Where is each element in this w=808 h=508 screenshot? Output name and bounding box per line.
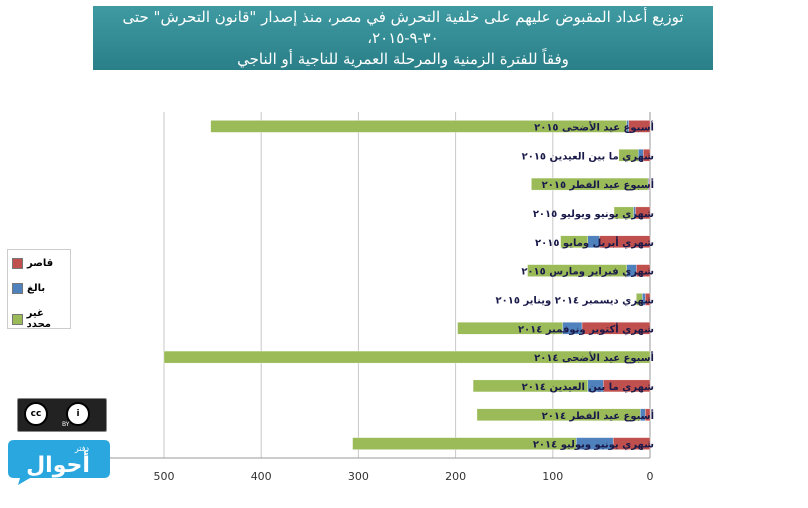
x-tick-label: 300: [348, 470, 369, 483]
chart-title-line1: توزيع أعداد المقبوض عليهم على خلفية التح…: [122, 7, 684, 47]
category-label: شهري فبراير ومارس ٢٠١٥: [521, 267, 654, 278]
category-label: أسبوع عيد الفطر ٢٠١٥: [542, 178, 654, 191]
category-label-bg: [652, 407, 804, 422]
bar-segment: [210, 120, 627, 133]
bar-segment: [457, 322, 563, 335]
x-tick-label: 400: [251, 470, 272, 483]
category-label: شهري يونيو ويوليو ٢٠١٤: [533, 440, 654, 451]
bar-segment: [472, 379, 588, 393]
category-label: شهري ما بين العيدين ٢٠١٤: [522, 382, 655, 393]
category-label-bg: [652, 148, 804, 163]
legend-swatch-ghayr: [12, 313, 23, 325]
category-label-bg: [652, 350, 804, 365]
bar-segment: [560, 235, 588, 248]
legend-item-qasir: قاصر: [12, 258, 53, 269]
legend-swatch-baligh: [12, 283, 23, 294]
logo-small-text: دفتر: [74, 444, 90, 453]
legend-label-ghayr: غير محدد: [26, 308, 51, 330]
bar-segment: [531, 177, 649, 191]
category-label: شهري يونيو ويوليو ٢٠١٥: [533, 209, 654, 220]
category-label: شهري ديسمبر ٢٠١٤ ويناير ٢٠١٥: [496, 295, 655, 306]
bar-segment: [476, 408, 641, 421]
category-label: شهري أكتوبر ونوفمبر ٢٠١٤: [518, 322, 654, 335]
category-label: شهري أبريل ومايو ٢٠١٥: [535, 236, 654, 249]
legend-item-baligh: بالغ: [12, 283, 45, 294]
chart-legend: قاصر بالغ غير محدد: [7, 249, 71, 330]
attribution-icon: i: [66, 402, 90, 426]
bar-segment: [613, 206, 634, 220]
category-label: أسبوع عيد الأضحى ٢٠١٤: [534, 351, 654, 364]
legend-item-ghayr: غير محدد: [12, 308, 70, 330]
category-label-bg: [652, 263, 804, 278]
category-label-bg: [652, 436, 804, 451]
legend-label-qasir: قاصر: [27, 258, 54, 269]
logo-text: أحوال: [26, 449, 90, 478]
category-label: أسبوع عيد الفطر ٢٠١٤: [542, 409, 654, 422]
bar-segment: [163, 350, 651, 364]
cc-icon: cc: [24, 402, 48, 426]
x-tick-label: 100: [542, 470, 563, 483]
category-label: شهري ما بين العيدين ٢٠١٥: [522, 151, 655, 162]
x-tick-label: 500: [154, 470, 175, 483]
category-label-bg: [652, 177, 804, 192]
cc-by-label: BY: [62, 421, 70, 428]
legend-label-baligh: بالغ: [27, 283, 46, 294]
legend-swatch-qasir: [12, 258, 23, 269]
chart-title-line2: وفقاً للفترة الزمنية والمرحلة العمرية لل…: [237, 49, 569, 68]
ahwal-logo: دفتر أحوال: [8, 440, 110, 485]
category-label-bg: [652, 234, 804, 249]
bar-segment: [636, 293, 643, 306]
category-label-bg: [652, 205, 804, 220]
bar-segment: [618, 149, 639, 162]
x-tick-label: 0: [647, 470, 654, 483]
category-label-bg: [652, 292, 804, 307]
chart-title-box: توزيع أعداد المقبوض عليهم على خلفية التح…: [93, 6, 713, 70]
category-label-bg: [652, 378, 804, 393]
x-tick-label: 200: [445, 470, 466, 483]
bar-segment: [352, 437, 577, 450]
category-label-bg: [652, 321, 804, 336]
category-label: أسبوع عيد الأضحى ٢٠١٥: [534, 120, 654, 133]
bar-segment: [527, 264, 627, 277]
category-label-bg: [652, 119, 804, 134]
cc-license-badge[interactable]: cc i BY: [17, 398, 107, 432]
